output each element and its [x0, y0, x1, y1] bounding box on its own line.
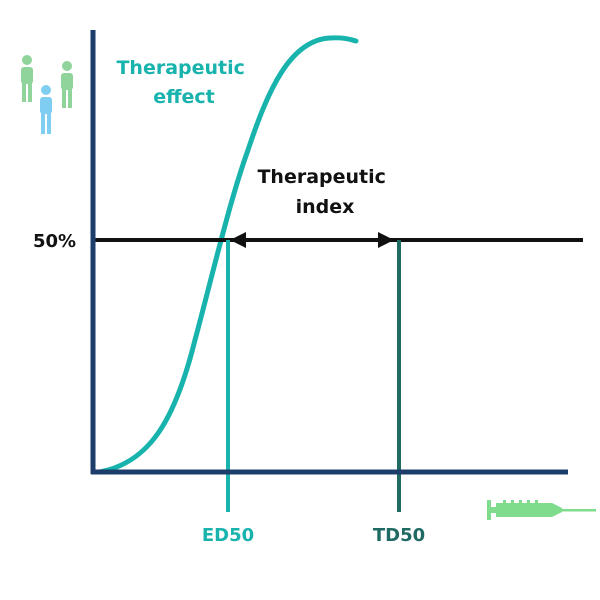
index-label-line-1: Therapeutic	[257, 166, 385, 188]
therapeutic-index-arrow	[230, 232, 394, 248]
curve-label-line-2: effect	[153, 86, 215, 108]
curve-label-line-1: Therapeutic	[116, 57, 244, 79]
ed50-label: ED50	[202, 525, 254, 546]
people-icon	[21, 55, 73, 134]
therapeutic-effect-curve	[97, 35, 359, 475]
therapeutic-index-label: Therapeutic index	[257, 166, 392, 218]
syringe-icon	[487, 500, 596, 520]
y-tick-50-label: 50%	[33, 231, 76, 252]
curve-label: Therapeutic effect	[116, 57, 251, 108]
td50-label: TD50	[373, 525, 425, 546]
index-label-line-2: index	[296, 196, 355, 218]
